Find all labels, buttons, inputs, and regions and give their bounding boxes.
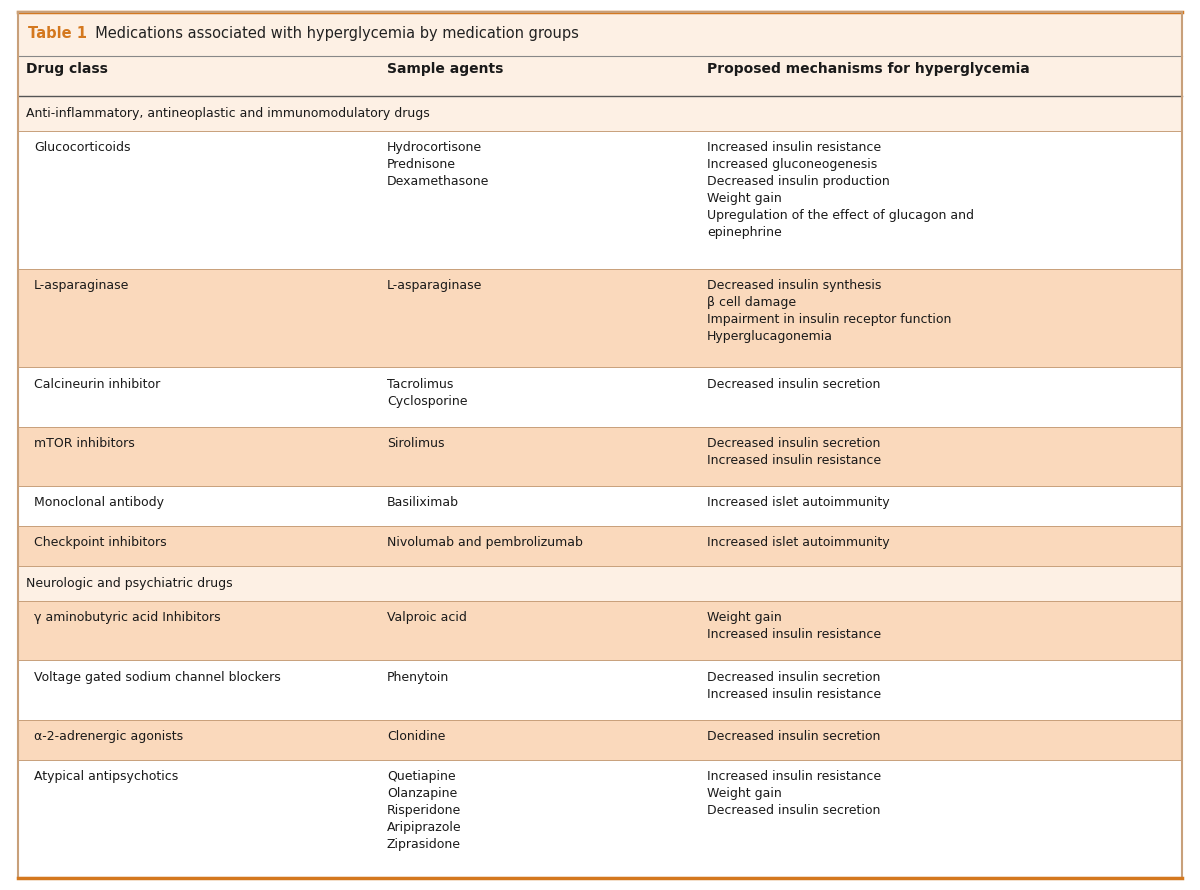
Text: Monoclonal antibody: Monoclonal antibody (34, 497, 164, 509)
Bar (18, 526, 1182, 566)
Text: Valproic acid: Valproic acid (386, 611, 467, 624)
Text: Increased islet autoimmunity: Increased islet autoimmunity (707, 537, 889, 549)
Text: Table 1: Table 1 (28, 27, 88, 41)
Bar (18, 566, 1182, 601)
Bar (18, 269, 1182, 368)
Text: Decreased insulin secretion: Decreased insulin secretion (707, 730, 881, 743)
Text: Phenytoin: Phenytoin (386, 670, 449, 684)
Bar (18, 720, 1182, 760)
Bar (18, 601, 1182, 660)
Text: Hydrocortisone
Prednisone
Dexamethasone: Hydrocortisone Prednisone Dexamethasone (386, 142, 490, 188)
Bar (18, 12, 1182, 55)
Text: Decreased insulin secretion
Increased insulin resistance: Decreased insulin secretion Increased in… (707, 670, 881, 700)
Text: Tacrolimus
Cyclosporine: Tacrolimus Cyclosporine (386, 377, 467, 408)
Text: Sirolimus: Sirolimus (386, 437, 444, 450)
Text: Decreased insulin secretion
Increased insulin resistance: Decreased insulin secretion Increased in… (707, 437, 881, 467)
Text: L-asparaginase: L-asparaginase (386, 279, 482, 292)
Text: Proposed mechanisms for hyperglycemia: Proposed mechanisms for hyperglycemia (707, 61, 1030, 76)
Bar (18, 660, 1182, 720)
Text: Calcineurin inhibitor: Calcineurin inhibitor (34, 377, 161, 391)
Text: Increased islet autoimmunity: Increased islet autoimmunity (707, 497, 889, 509)
Bar (18, 486, 1182, 526)
Text: Basiliximab: Basiliximab (386, 497, 458, 509)
Bar (18, 96, 1182, 131)
Text: Anti-inflammatory, antineoplastic and immunomodulatory drugs: Anti-inflammatory, antineoplastic and im… (26, 107, 430, 120)
Text: Atypical antipsychotics: Atypical antipsychotics (34, 770, 179, 783)
Text: L-asparaginase: L-asparaginase (34, 279, 130, 292)
Text: Voltage gated sodium channel blockers: Voltage gated sodium channel blockers (34, 670, 281, 684)
Text: Neurologic and psychiatric drugs: Neurologic and psychiatric drugs (26, 577, 233, 590)
Bar (18, 760, 1182, 878)
Bar (18, 427, 1182, 486)
Text: Medications associated with hyperglycemia by medication groups: Medications associated with hyperglycemi… (86, 27, 578, 41)
Text: Clonidine: Clonidine (386, 730, 445, 743)
Text: Decreased insulin synthesis
β cell damage
Impairment in insulin receptor functio: Decreased insulin synthesis β cell damag… (707, 279, 952, 343)
Text: Weight gain
Increased insulin resistance: Weight gain Increased insulin resistance (707, 611, 881, 641)
Bar (18, 368, 1182, 427)
Text: α-2-adrenergic agonists: α-2-adrenergic agonists (34, 730, 184, 743)
Text: mTOR inhibitors: mTOR inhibitors (34, 437, 134, 450)
Text: γ aminobutyric acid Inhibitors: γ aminobutyric acid Inhibitors (34, 611, 221, 624)
Bar (18, 55, 1182, 96)
Text: Quetiapine
Olanzapine
Risperidone
Aripiprazole
Ziprasidone: Quetiapine Olanzapine Risperidone Aripip… (386, 770, 462, 851)
Text: Increased insulin resistance
Increased gluconeogenesis
Decreased insulin product: Increased insulin resistance Increased g… (707, 142, 974, 239)
Text: Increased insulin resistance
Weight gain
Decreased insulin secretion: Increased insulin resistance Weight gain… (707, 770, 881, 817)
Bar (18, 131, 1182, 269)
Text: Glucocorticoids: Glucocorticoids (34, 142, 131, 154)
Text: Sample agents: Sample agents (386, 61, 503, 76)
Text: Checkpoint inhibitors: Checkpoint inhibitors (34, 537, 167, 549)
Text: Decreased insulin secretion: Decreased insulin secretion (707, 377, 881, 391)
Text: Nivolumab and pembrolizumab: Nivolumab and pembrolizumab (386, 537, 583, 549)
Text: Drug class: Drug class (26, 61, 108, 76)
